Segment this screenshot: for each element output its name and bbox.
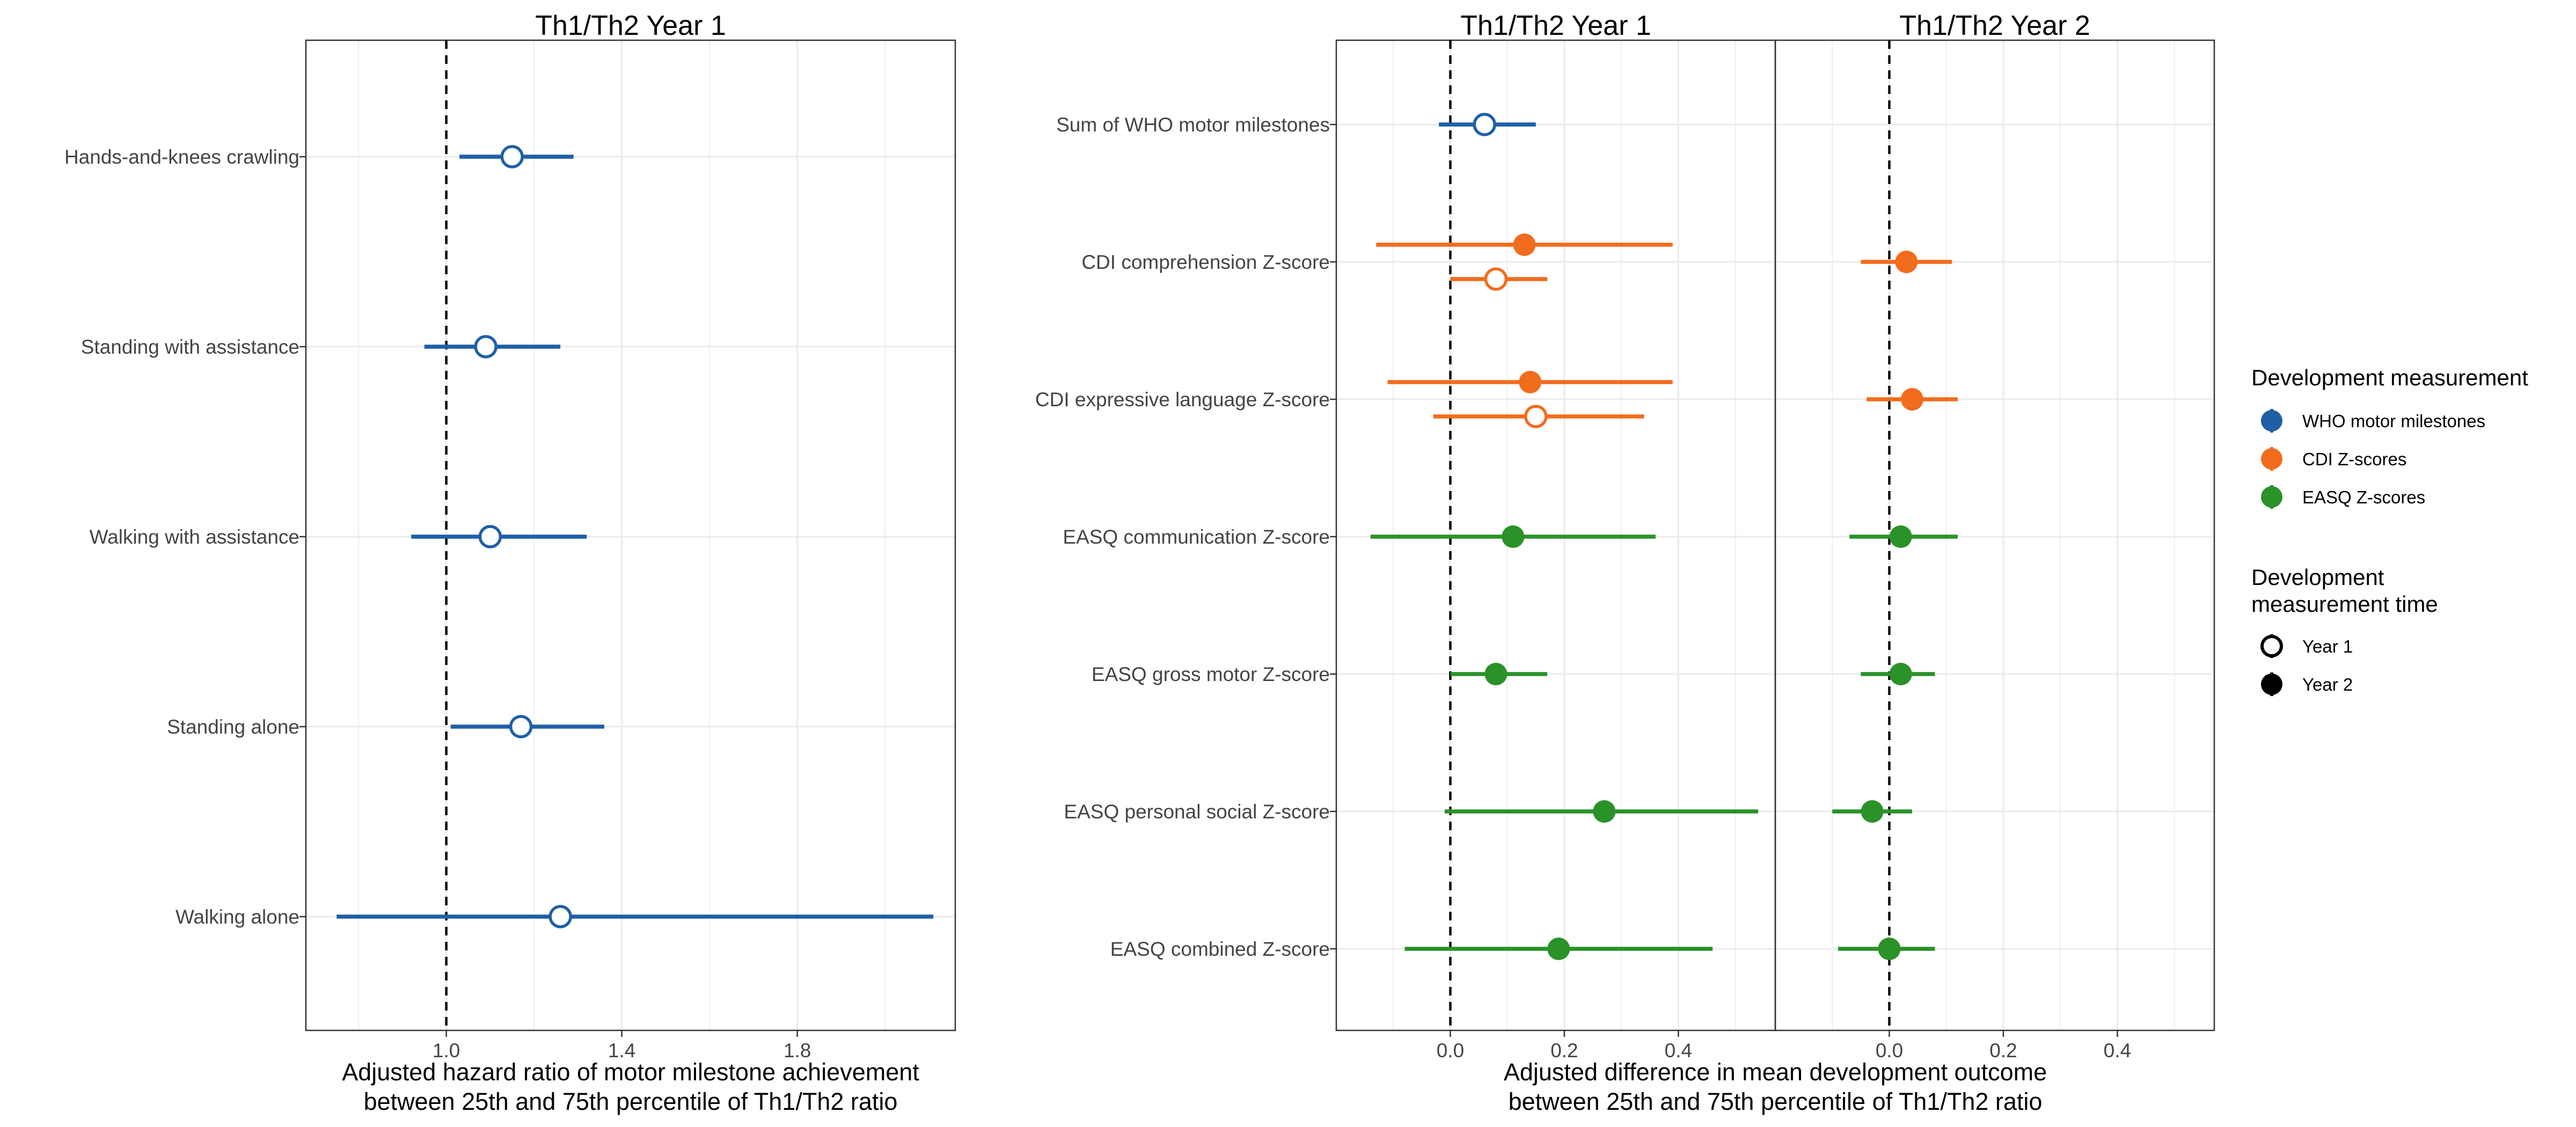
left-x-tick-label: 1.0 <box>433 1040 460 1062</box>
right-year2-border <box>1774 39 2215 1031</box>
category-label-cdi-expressive-language-z-score: CDI expressive language Z-score <box>1035 389 1330 411</box>
category-label-easq-gross-motor-z-score: EASQ gross motor Z-score <box>1092 663 1330 685</box>
category-label-easq-personal-social-z-score: EASQ personal social Z-score <box>1064 801 1330 823</box>
left-x-tick-label: 1.8 <box>784 1040 811 1062</box>
right-year2-x-tick-label: 0.4 <box>2104 1040 2131 1062</box>
estimate-point-easq-communication-z-score-year-2 <box>1889 525 1912 548</box>
estimate-point-walking-alone-year-1 <box>548 905 572 928</box>
estimate-point-cdi-comprehension-z-score-year-2 <box>1895 251 1918 273</box>
left-estimates <box>336 145 934 928</box>
category-label-easq-communication-z-score: EASQ communication Z-score <box>1063 526 1330 548</box>
estimate-point-cdi-comprehension-z-score-year-2 <box>1513 233 1536 256</box>
legend-key-year1-dot <box>2260 635 2283 657</box>
category-label-easq-combined-z-score: EASQ combined Z-score <box>1110 938 1330 960</box>
estimate-point-easq-combined-z-score-year-2 <box>1547 938 1570 960</box>
legend-key-cdi-dot <box>2261 448 2282 470</box>
left-category-labels: Hands-and-knees crawling Standing with as… <box>64 146 306 928</box>
legend-item-year1: Year 1 <box>2260 634 2353 658</box>
legend-label-who: WHO motor milestones <box>2302 411 2485 431</box>
category-label-cdi-comprehension-z-score: CDI comprehension Z-score <box>1081 251 1330 273</box>
category-label-walking-alone: Walking alone <box>175 906 299 928</box>
estimate-point-cdi-expressive-language-z-score-year-2 <box>1900 388 1923 411</box>
estimate-point-walking-with-assistance-year-1 <box>478 525 502 548</box>
legend-label-easq: EASQ Z-scores <box>2302 487 2425 507</box>
right-panel: Sum of WHO motor milestones CDI comprehen… <box>1035 10 2215 1115</box>
right-x-axis-title-line1: Adjusted difference in mean development … <box>1504 1058 2047 1086</box>
estimate-point-easq-gross-motor-z-score-year-2 <box>1889 663 1912 685</box>
legend-item-cdi: CDI Z-scores <box>2261 447 2406 471</box>
right-year1-x-tick-label: 0.2 <box>1550 1040 1578 1062</box>
category-label-standing-with-assistance: Standing with assistance <box>81 336 299 358</box>
right-year2-gridlines <box>1775 40 2214 1030</box>
legend-label-year1: Year 1 <box>2302 636 2353 656</box>
estimate-point-easq-personal-social-z-score-year-2 <box>1861 800 1884 823</box>
right-year2-x-tick-label: 0.0 <box>1876 1040 1903 1062</box>
legend-item-who: WHO motor milestones <box>2261 409 2485 433</box>
legend-key-easq-dot <box>2261 486 2282 508</box>
category-label-standing-alone: Standing alone <box>167 716 299 738</box>
legend: Development measurement WHO motor milest… <box>2251 365 2528 696</box>
right-year1-x-tick-label: 0.4 <box>1665 1040 1692 1062</box>
right-estimates <box>1370 113 1958 960</box>
estimate-point-standing-alone-year-1 <box>509 715 533 738</box>
estimate-point-easq-gross-motor-z-score-year-2 <box>1484 663 1507 685</box>
category-label-hands-and-knees-crawling: Hands-and-knees crawling <box>64 146 299 168</box>
estimate-point-sum-of-who-motor-milestones-year-1 <box>1473 113 1496 136</box>
right-x-axis-title-line2: between 25th and 75th percentile of Th1/… <box>1509 1088 2043 1115</box>
right-category-labels: Sum of WHO motor milestones CDI comprehen… <box>1035 114 1336 960</box>
estimate-point-easq-personal-social-z-score-year-2 <box>1593 800 1616 823</box>
left-gridlines <box>306 40 955 1030</box>
left-panel: Hands-and-knees crawling Standing with as… <box>64 10 956 1115</box>
left-panel-title: Th1/Th2 Year 1 <box>535 10 726 41</box>
estimate-point-cdi-expressive-language-z-score-year-1 <box>1524 405 1548 428</box>
left-x-ticks: 1.0 1.4 1.8 <box>433 1030 811 1062</box>
left-x-axis-title-line1: Adjusted hazard ratio of motor milestone… <box>342 1058 919 1086</box>
right-year1-x-ticks: 0.0 0.2 0.4 <box>1437 1030 1692 1062</box>
legend-measure-title: Development measurement <box>2251 365 2528 390</box>
right-year1-x-tick-label: 0.0 <box>1437 1040 1464 1062</box>
legend-item-easq: EASQ Z-scores <box>2261 485 2425 509</box>
estimate-point-easq-combined-z-score-year-2 <box>1878 938 1901 960</box>
right-year1-title: Th1/Th2 Year 1 <box>1460 10 1651 41</box>
legend-time-title-line2: measurement time <box>2251 591 2438 617</box>
category-label-walking-with-assistance: Walking with assistance <box>90 526 299 548</box>
legend-key-who-dot <box>2261 410 2282 431</box>
legend-label-year2: Year 2 <box>2302 675 2353 694</box>
right-year2-title: Th1/Th2 Year 2 <box>1899 10 2090 41</box>
category-label-sum-of-who-motor-milestones: Sum of WHO motor milestones <box>1056 114 1330 136</box>
legend-label-cdi: CDI Z-scores <box>2302 449 2406 469</box>
left-x-axis-title-line2: between 25th and 75th percentile of Th1/… <box>364 1088 898 1115</box>
right-year2-x-tick-label: 0.2 <box>1989 1040 2017 1062</box>
estimate-point-easq-communication-z-score-year-2 <box>1502 525 1525 548</box>
estimate-point-cdi-expressive-language-z-score-year-2 <box>1519 371 1542 393</box>
estimate-point-hands-and-knees-crawling-year-1 <box>500 145 524 169</box>
legend-item-year2: Year 2 <box>2261 672 2353 696</box>
left-x-tick-label: 1.4 <box>608 1040 635 1062</box>
legend-time-title-line1: Development <box>2251 565 2384 590</box>
left-panel-border <box>305 39 956 1031</box>
legend-key-year2-dot <box>2261 674 2282 695</box>
estimate-point-standing-with-assistance-year-1 <box>474 335 497 358</box>
right-year2-x-ticks: 0.0 0.2 0.4 <box>1876 1030 2131 1062</box>
estimate-point-cdi-comprehension-z-score-year-1 <box>1484 267 1508 291</box>
